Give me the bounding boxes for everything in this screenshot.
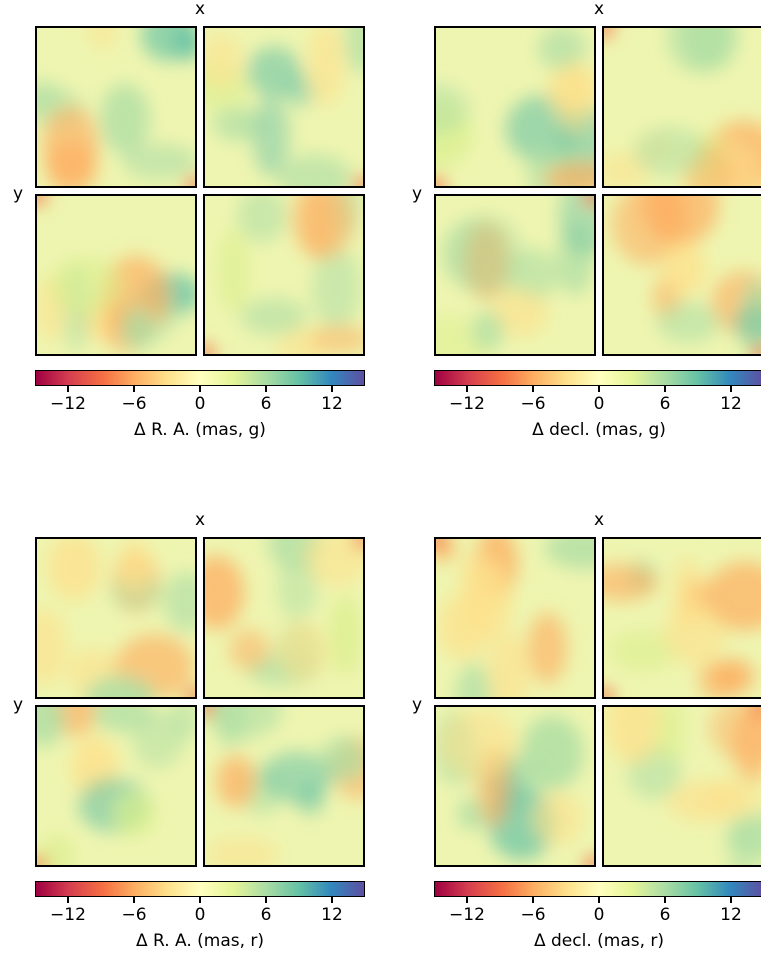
colorbar-tick	[67, 386, 69, 392]
colorbar-tick	[133, 386, 135, 392]
ccd-quadrant-4	[602, 705, 761, 867]
ccd-quadrant-2	[203, 537, 365, 699]
ccd-quadrant-4	[602, 194, 761, 356]
ccd-quadrant-3	[434, 705, 596, 867]
colorbar-label: Δ decl. (mas, g)	[532, 420, 666, 440]
x-axis-label: x	[195, 0, 206, 19]
colorbar-tick-label: 6	[659, 394, 671, 414]
colorbar-tick-label: 12	[321, 394, 343, 414]
colorbar-tick-label: 0	[593, 905, 605, 925]
ccd-quadrant-1	[35, 26, 197, 188]
y-axis-label: y	[412, 695, 423, 715]
colorbar-tick-label: 0	[194, 394, 206, 414]
x-axis-label: x	[594, 0, 605, 19]
colorbar-tick	[331, 897, 333, 903]
x-axis-label: x	[195, 510, 206, 530]
colorbar-tick-label: −12	[50, 905, 86, 925]
colorbar-label: Δ R. A. (mas, g)	[134, 420, 266, 440]
ccd-quadrant-1	[434, 537, 596, 699]
colorbar-tick-label: 12	[321, 905, 343, 925]
colorbar-tick	[664, 897, 666, 903]
colorbar-tick-label: 0	[194, 905, 206, 925]
colorbar-label: Δ R. A. (mas, r)	[135, 931, 265, 951]
colorbar-tick	[466, 897, 468, 903]
colorbar-tick	[67, 897, 69, 903]
colorbar-tick	[265, 897, 267, 903]
colorbar-tick	[199, 386, 201, 392]
colorbar-tick-label: −12	[449, 394, 485, 414]
colorbar-tick-label: −12	[50, 394, 86, 414]
colorbar-tick-label: 6	[260, 394, 272, 414]
ccd-quadrant-3	[35, 705, 197, 867]
ccd-quadrant-2	[602, 26, 761, 188]
colorbar-tick	[265, 386, 267, 392]
colorbar-tick	[730, 897, 732, 903]
ccd-quadrant-1	[434, 26, 596, 188]
ccd-quadrant-3	[434, 194, 596, 356]
colorbar-tick-label: 6	[659, 905, 671, 925]
colorbar-tick	[664, 386, 666, 392]
colorbar-tick	[532, 386, 534, 392]
colorbar-tick	[532, 897, 534, 903]
colorbar-tick	[598, 897, 600, 903]
x-axis-label: x	[594, 510, 605, 530]
colorbar	[35, 370, 365, 386]
colorbar-tick	[133, 897, 135, 903]
ccd-quadrant-2	[602, 537, 761, 699]
colorbar-tick	[598, 386, 600, 392]
ccd-quadrant-4	[203, 705, 365, 867]
ccd-quadrant-3	[35, 194, 197, 356]
colorbar-tick-label: 12	[720, 394, 742, 414]
colorbar-tick-label: −6	[520, 905, 546, 925]
colorbar-tick	[199, 897, 201, 903]
colorbar-tick-label: −6	[121, 905, 147, 925]
colorbar-tick	[466, 386, 468, 392]
colorbar	[434, 881, 761, 897]
colorbar-tick	[730, 386, 732, 392]
colorbar	[35, 881, 365, 897]
colorbar-tick	[331, 386, 333, 392]
y-axis-label: y	[13, 184, 24, 204]
colorbar	[434, 370, 761, 386]
colorbar-tick-label: −12	[449, 905, 485, 925]
colorbar-tick-label: 6	[260, 905, 272, 925]
colorbar-tick-label: −6	[520, 394, 546, 414]
ccd-quadrant-4	[203, 194, 365, 356]
ccd-quadrant-2	[203, 26, 365, 188]
y-axis-label: y	[13, 695, 24, 715]
colorbar-label: Δ decl. (mas, r)	[533, 931, 665, 951]
colorbar-tick-label: 12	[720, 905, 742, 925]
colorbar-tick-label: 0	[593, 394, 605, 414]
ccd-quadrant-1	[35, 537, 197, 699]
y-axis-label: y	[412, 184, 423, 204]
colorbar-tick-label: −6	[121, 394, 147, 414]
